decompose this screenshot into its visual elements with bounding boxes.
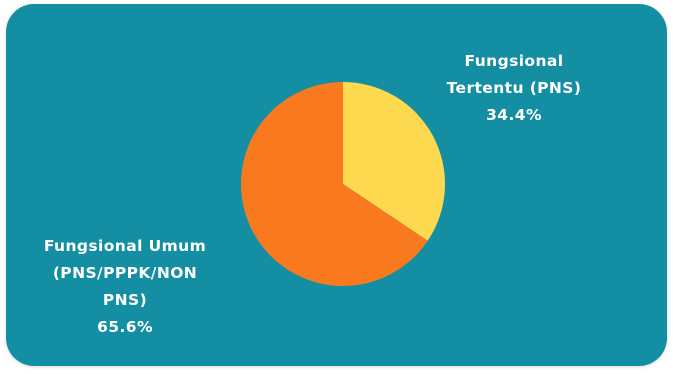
slice-value-label: 65.6% [97,318,153,336]
pie-slice-0 [343,82,446,241]
slice-label-line: Fungsional Umum [43,237,207,255]
slice-value-label: 34.4% [486,106,542,124]
slice-label-fungsional-umum: Fungsional Umum (PNS/PPPK/NON PNS) 65.6% [20,233,230,341]
slice-label-line: PNS) [102,291,148,309]
chart-card: Fungsional Tertentu (PNS) 34.4% Fungsion… [6,4,667,366]
slice-label-fungsional-tertentu: Fungsional Tertentu (PNS) 34.4% [414,48,614,129]
slice-label-line: Tertentu (PNS) [446,79,582,97]
pie-chart [6,4,667,366]
slice-label-line: Fungsional [464,52,564,70]
slice-label-line: (PNS/PPPK/NON [52,264,198,282]
pie-slice-1 [241,82,428,286]
